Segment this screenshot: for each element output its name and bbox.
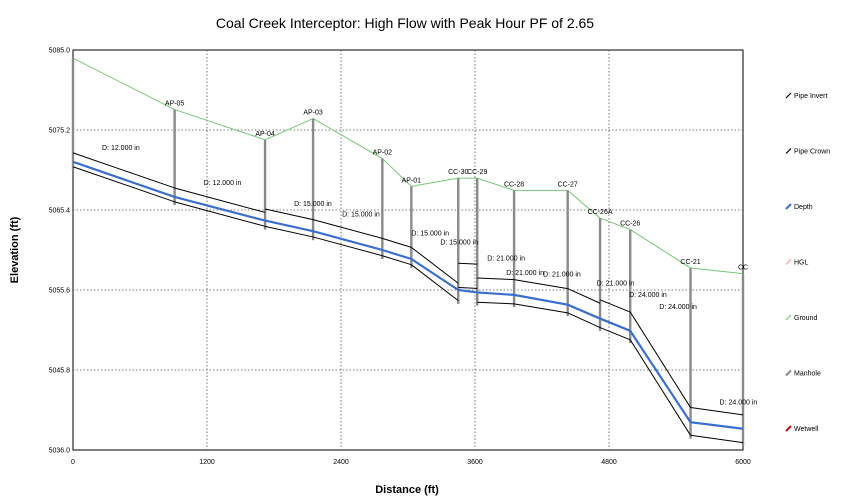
manhole-label: CC-29 (467, 169, 487, 176)
y-tick-label: 5065.4 (49, 208, 71, 215)
x-tick-label: 0 (71, 459, 75, 466)
legend-swatch (785, 92, 792, 99)
pipe-invert-line (690, 434, 744, 444)
pipe-label: D: 21.000 in (543, 272, 581, 279)
pipe-invert-line (629, 339, 691, 436)
legend-label: Ground (794, 315, 817, 322)
pipe-invert-line (567, 312, 601, 329)
manhole-label: CC-27 (558, 181, 578, 188)
pipe-label: D: 21.000 in (597, 281, 635, 288)
pipe-invert-line (599, 327, 631, 341)
pipe-label: D: 24.000 in (720, 400, 758, 407)
legend: Pipe Invert Pipe Crown Depth HGL Ground Manho… (785, 92, 830, 433)
pipe-label: D: 21.000 in (487, 255, 525, 262)
pipe-label: D: 21.000 in (506, 270, 544, 277)
pipe-invert-line (264, 225, 314, 238)
manhole-label: AP-03 (303, 110, 323, 117)
pipe-invert-line (514, 303, 568, 314)
x-tick-label: 1200 (199, 459, 215, 466)
legend-label: Depth (794, 204, 813, 211)
pipe-crown-line (599, 299, 631, 313)
y-tick-label: 5055.6 (49, 288, 71, 295)
legend-label: Wetwell (794, 426, 819, 433)
ground-profile (72, 57, 744, 275)
pipe-crown-line (72, 152, 175, 189)
pipe-crown-line (567, 288, 601, 304)
pipe-label: D: 15.000 in (294, 201, 332, 208)
pipe-crown-line (458, 262, 478, 265)
pipe-crown-line (514, 279, 568, 290)
manhole-label: CC-21 (680, 259, 700, 266)
pipe-label: D: 24.000 in (629, 292, 667, 299)
manhole-label: CC-26A (588, 209, 613, 216)
chart-title: Coal Creek Interceptor: High Flow with P… (216, 15, 594, 31)
legend-label: Pipe Crown (794, 149, 830, 156)
depth-line (72, 160, 744, 430)
manhole-label: CC (738, 265, 748, 272)
ticks: 0 1200 2400 3600 4800 6000 5036.0 5045.8 5055.6 5… (49, 48, 751, 467)
pipe-crown-line (690, 407, 744, 416)
legend-swatch (785, 203, 792, 210)
legend-swatch (785, 314, 792, 321)
pipe-invert-line (382, 255, 412, 266)
manhole-label: AP-02 (373, 150, 393, 157)
pipe-invert-line (477, 301, 515, 305)
legend-swatch (785, 425, 792, 432)
x-tick-label: 2400 (333, 459, 349, 466)
pipe-crown-line (629, 311, 691, 408)
y-tick-label: 5085.0 (49, 48, 71, 55)
pipe-crown-line (264, 208, 314, 221)
pipe-label: D: 12.000 in (102, 145, 140, 152)
x-tick-label: 3600 (467, 459, 483, 466)
legend-label: Pipe Invert (794, 93, 828, 100)
pipe-crown-line (477, 277, 515, 281)
pipe-invert-line (72, 166, 175, 203)
manhole-label: CC-28 (504, 181, 524, 188)
legend-swatch (785, 259, 792, 265)
y-axis-label: Elevation (ft) (9, 216, 21, 283)
manhole-label: CC-26 (620, 221, 640, 228)
legend-label: Manhole (794, 371, 821, 378)
ground-line (72, 57, 744, 275)
pipe-label: D: 15.000 in (411, 230, 449, 237)
x-tick-label: 6000 (735, 459, 751, 466)
pipe-crown-line (174, 187, 266, 213)
x-tick-label: 4800 (601, 459, 617, 466)
manhole-label: CC-30 (448, 169, 468, 176)
pipe-invert-line (411, 264, 459, 302)
pipe-invert-line (458, 287, 478, 289)
plot-frame (72, 49, 744, 451)
grid (72, 49, 744, 451)
y-tick-label: 5075.2 (49, 128, 71, 135)
x-axis-label: Distance (ft) (375, 484, 439, 496)
pipes (72, 152, 744, 444)
y-tick-label: 5045.8 (49, 368, 71, 375)
y-tick-label: 5036.0 (49, 448, 71, 455)
manhole-label: AP-04 (255, 131, 275, 138)
legend-label: HGL (794, 260, 809, 267)
legend-swatch (785, 369, 792, 377)
manhole-label: AP-05 (165, 101, 185, 108)
pipe-label: D: 15.000 in (342, 212, 380, 219)
legend-swatch (785, 148, 792, 154)
depth-profile (72, 160, 744, 430)
manholes (71, 58, 745, 446)
pipe-invert-line (174, 201, 266, 227)
pipe-crown-line (312, 219, 383, 239)
pipe-invert-line (312, 236, 383, 257)
manhole-label: AP-01 (402, 177, 422, 184)
pipe-label: D: 12.000 in (204, 180, 242, 187)
pipe-crown-line (382, 237, 412, 248)
pipe-crown-line (411, 246, 459, 284)
pipe-label: D: 24.000 in (659, 304, 697, 311)
pipe-label: D: 15.000 in (440, 239, 478, 246)
